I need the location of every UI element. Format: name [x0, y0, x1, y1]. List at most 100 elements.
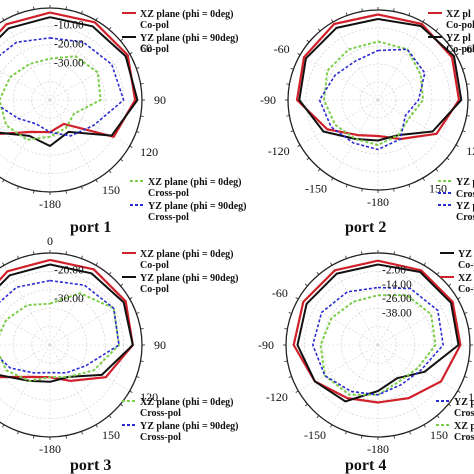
grid-ring [0, 289, 106, 401]
legend-sublabel: Co-po [458, 284, 474, 295]
grid-spoke [377, 54, 457, 101]
angle-tick-mark [140, 115, 144, 117]
angle-tick-mark [304, 403, 308, 407]
angle-tick-mark [17, 10, 19, 14]
angle-tick-mark [455, 144, 459, 147]
angle-tick-mark [361, 8, 363, 12]
angle-tick-mark [393, 188, 395, 192]
legend-sublabel: Cros [454, 432, 474, 443]
angle-tick-label: 90 [154, 93, 166, 107]
legend-label: XZ plane (phi = 0deg) [148, 177, 242, 188]
angle-tick-mark [317, 168, 321, 172]
angle-tick-mark [95, 262, 98, 266]
angle-tick-mark [17, 255, 19, 259]
angle-tick-mark [33, 251, 35, 255]
legend-label: YZ plane (phi = 90deg) [140, 421, 239, 432]
angle-tick-mark [462, 130, 466, 133]
angle-tick-mark [422, 177, 425, 181]
polar-panel-1: -10.00 -20.00 -30.00 0 60 90 120 150 -180 XZ plan… [0, 0, 247, 236]
angle-tick-label: -180 [39, 197, 61, 211]
series-yz-cross [312, 286, 444, 396]
legend-co-pol: XZ plane (phi = 0deg)Co-pol YZ plane (phi… [122, 9, 239, 55]
legend-sublabel: Cross-pol [140, 432, 181, 443]
legend-sublabel: Co-pol [140, 20, 169, 31]
legend-sublabel: Co-po [458, 260, 474, 271]
panel-title: port 1 [70, 219, 111, 236]
angle-tick-mark [286, 83, 290, 85]
angle-tick-mark [464, 376, 468, 378]
series-yz-co [296, 263, 460, 403]
grid-spoke [331, 344, 379, 425]
angle-tick-label: 150 [102, 428, 120, 442]
angle-tick-mark [2, 179, 5, 183]
angle-tick-mark [81, 186, 83, 190]
angle-tick-mark [297, 144, 301, 147]
grid-ring [322, 289, 434, 401]
angle-tick-mark [2, 424, 5, 428]
panel-title: port 2 [345, 219, 386, 236]
angle-tick-mark [120, 403, 124, 407]
grid-spoke [3, 20, 51, 101]
angle-tick-mark [136, 376, 140, 378]
angle-tick-label: -120 [266, 390, 288, 404]
grid-spoke [377, 99, 457, 146]
angle-tick-mark [120, 158, 124, 162]
legend-sublabel: Cross-pol [148, 188, 189, 199]
angle-tick-mark [81, 10, 83, 14]
angle-tick-mark [448, 283, 452, 287]
angle-tick-mark [361, 188, 363, 192]
series-xz-co [292, 259, 462, 404]
angle-tick-label: 120 [140, 390, 158, 404]
angle-tick-mark [345, 255, 347, 259]
angle-tick-mark [120, 283, 124, 287]
legend-label: YZ plane (phi = 90deg) [148, 201, 247, 212]
grid-spoke [298, 344, 379, 392]
angle-tick-mark [306, 39, 310, 43]
angle-tick-mark [304, 283, 308, 287]
radial-tick-label: -30.00 [54, 293, 84, 305]
angle-tick-mark [136, 67, 140, 69]
legend-label: XZ plane (phi = 0deg) [140, 249, 234, 260]
series-xz-cross [0, 292, 120, 382]
angle-tick-mark [33, 6, 35, 10]
angle-tick-mark [95, 424, 98, 428]
angle-tick-label: 60 [140, 41, 152, 55]
angle-tick-mark [436, 271, 440, 275]
angle-tick-label: 120 [140, 145, 158, 159]
angle-tick-mark [140, 328, 144, 330]
grid-spoke [298, 298, 379, 346]
legend-label: YZ plane (phi = 90deg) [140, 33, 239, 44]
legend-label: XZ plane (phi = 0deg) [140, 9, 234, 20]
legend-sublabel: Co-pol [140, 284, 169, 295]
grid-spoke [299, 99, 379, 146]
grid-spoke [49, 53, 130, 101]
grid-spoke [331, 265, 379, 346]
legend-label: YZ pl [446, 33, 471, 44]
angle-tick-mark [136, 131, 140, 133]
series-yz-cross [0, 279, 120, 374]
angle-tick-label: -150 [305, 181, 327, 195]
angle-tick-mark [284, 328, 288, 330]
angle-tick-mark [423, 262, 426, 266]
angle-tick-mark [140, 83, 144, 85]
angle-tick-mark [81, 255, 83, 259]
angle-tick-label: 0 [47, 234, 53, 248]
angle-tick-mark [422, 19, 425, 23]
series-yz-co [0, 263, 134, 383]
legend-label: YZ pl [456, 177, 474, 188]
grid-spoke [49, 20, 97, 101]
grid-spoke [377, 298, 458, 346]
angle-tick-mark [464, 312, 468, 314]
angle-tick-mark [108, 271, 112, 275]
grid-ring [0, 44, 106, 156]
panel-title: port 4 [345, 457, 386, 474]
panel-title: port 3 [70, 457, 111, 474]
angle-tick-mark [129, 297, 133, 300]
legend-label: XZ pl [458, 273, 474, 284]
radial-tick-label: -20.00 [54, 265, 84, 277]
angle-tick-label: -180 [39, 442, 61, 456]
angle-tick-mark [393, 251, 395, 255]
angle-tick-mark [33, 190, 35, 194]
